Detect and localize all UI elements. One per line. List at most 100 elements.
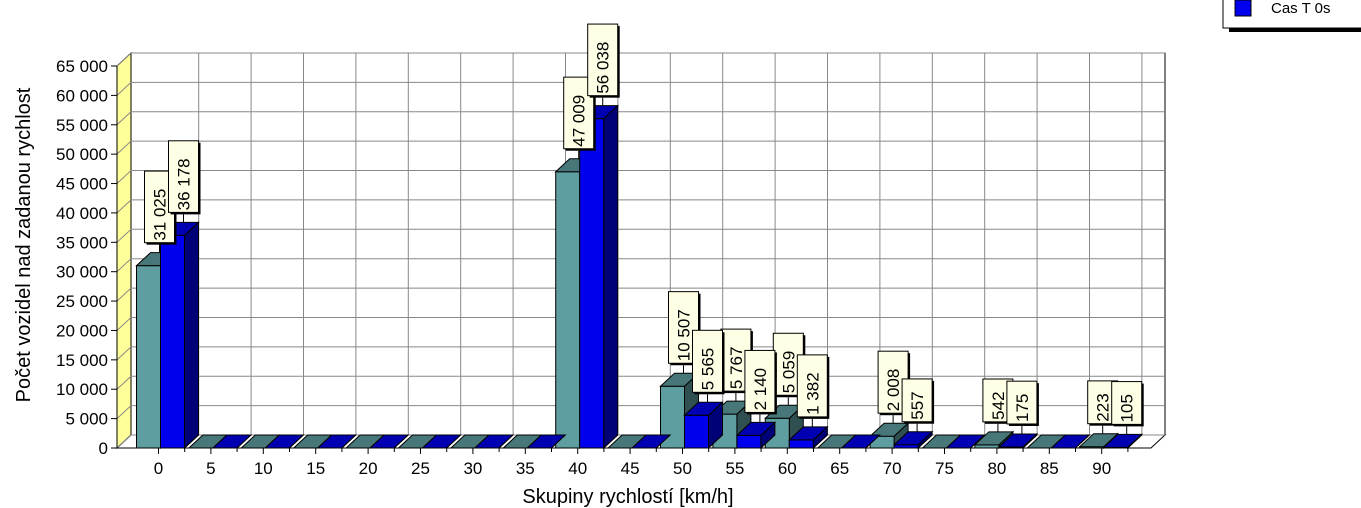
data-label: 5 565	[699, 348, 718, 391]
bar-top	[840, 434, 881, 449]
data-label: 542	[989, 391, 1008, 419]
data-label: 105	[1118, 394, 1137, 422]
y-tick-label: 55 000	[56, 116, 108, 135]
x-tick-label: 50	[673, 459, 692, 478]
y-tick-label: 25 000	[56, 292, 108, 311]
bar-top	[892, 431, 934, 446]
y-tick-label: 15 000	[56, 351, 108, 370]
wall-gridline	[116, 199, 132, 214]
data-label-box	[168, 140, 199, 213]
wall-gridline	[116, 405, 132, 419]
x-tick-label: 15	[306, 459, 325, 478]
wall-gridline	[116, 170, 132, 184]
bar-top	[1078, 433, 1119, 448]
wall-gridline	[116, 140, 132, 155]
data-label: 10 507	[675, 309, 694, 361]
y-tick-label: 5 000	[65, 410, 108, 429]
bar-top	[526, 434, 567, 449]
wall-gridline	[116, 52, 132, 67]
bar-top	[630, 434, 672, 449]
bar-side	[603, 104, 619, 450]
bar-top	[1102, 433, 1143, 448]
legend-swatch	[1234, 0, 1252, 17]
x-tick-label: 30	[463, 459, 482, 478]
bar	[555, 171, 581, 449]
data-label-box	[744, 349, 776, 413]
data-labels: 31 025 47 009 10 507 5 767 5 059 2 008 542 223 3…	[144, 23, 1144, 435]
bar-side	[184, 221, 199, 450]
x-tick-label: 10	[254, 459, 273, 478]
x-tick-label: 90	[1092, 459, 1111, 478]
wall-gridline	[116, 287, 132, 302]
x-tick-label: 80	[987, 459, 1006, 478]
bar-top	[211, 434, 253, 449]
data-label: 56 038	[594, 42, 613, 94]
y-tick-label: 20 000	[56, 321, 108, 340]
x-tick-label: 20	[359, 459, 378, 478]
bar-top	[735, 421, 777, 436]
wall-gridline	[116, 346, 132, 361]
x-tick-label: 55	[725, 459, 744, 478]
x-tick-label: 40	[568, 459, 587, 478]
y-tick-label: 65 000	[56, 57, 108, 76]
data-label-box	[692, 329, 723, 393]
wall-gridline	[116, 317, 132, 331]
data-label-box	[587, 23, 619, 97]
x-tick-label: 5	[206, 459, 215, 478]
bar-top	[945, 434, 986, 449]
x-tick-label: 70	[883, 459, 902, 478]
data-label: 2 140	[751, 368, 770, 411]
bar	[160, 234, 185, 449]
bar	[736, 434, 762, 449]
bar	[136, 265, 161, 449]
grid-lines	[116, 52, 1165, 449]
back-wall	[130, 52, 1166, 436]
data-label: 5 059	[779, 351, 798, 394]
bar	[579, 118, 605, 449]
bar-top	[316, 434, 357, 449]
x-tick-label: 75	[935, 459, 954, 478]
bar-top	[997, 433, 1039, 448]
data-label: 557	[908, 391, 927, 419]
bar-top	[264, 434, 305, 449]
data-label: 31 025	[151, 189, 170, 241]
y-tick-label: 35 000	[56, 233, 108, 252]
data-label: 47 009	[570, 95, 589, 147]
x-axis-title: Skupiny rychlostí [km/h]	[522, 486, 733, 508]
data-label: 175	[1013, 394, 1032, 422]
x-tick-label: 0	[154, 459, 163, 478]
bar-top	[788, 426, 829, 441]
data-label: 36 178	[175, 158, 194, 210]
data-label-box	[796, 354, 828, 418]
x-tick-label: 45	[621, 459, 640, 478]
y-tick-label: 50 000	[56, 145, 108, 164]
wall-gridline	[116, 434, 132, 449]
wall-gridline	[116, 258, 132, 273]
wall-gridline	[116, 82, 132, 96]
bar	[684, 414, 709, 449]
data-label: 223	[1094, 393, 1113, 421]
data-label-box	[901, 378, 933, 423]
legend-label: Cas T 0s	[1271, 0, 1330, 17]
data-label-box	[1006, 380, 1038, 425]
wall-gridline	[116, 111, 132, 126]
y-tick-label: 10 000	[56, 380, 108, 399]
x-tick-label: 65	[830, 459, 849, 478]
data-label: 2 008	[884, 369, 903, 412]
left-wall	[116, 51, 132, 450]
y-tick-label: 60 000	[56, 86, 108, 105]
bar	[788, 439, 814, 449]
bar-top	[683, 401, 724, 416]
bar-top	[421, 434, 462, 449]
wall-gridline	[116, 228, 132, 243]
bar-top	[1050, 434, 1091, 449]
y-tick-label: 0	[99, 439, 108, 458]
bar-top	[473, 434, 515, 449]
bar-top	[368, 434, 410, 449]
data-label-box	[1111, 381, 1143, 425]
data-label: 5 767	[727, 347, 746, 390]
y-axis-title: Počet vozidel nad zadanou rychlost	[13, 87, 35, 402]
data-label: 1 382	[803, 372, 822, 415]
